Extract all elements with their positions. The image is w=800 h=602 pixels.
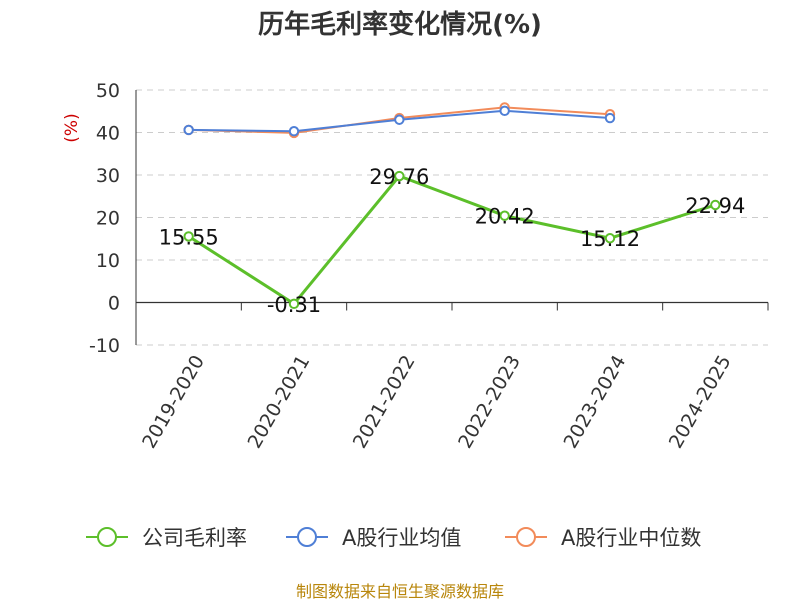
- legend-entry: A股行业均值: [342, 526, 461, 550]
- data-point: [290, 127, 298, 135]
- legend-entry: 公司毛利率: [142, 526, 247, 550]
- y-axis-label: (%): [62, 113, 82, 142]
- series-lines: [184, 103, 719, 308]
- data-label: 22.94: [685, 194, 745, 218]
- y-tick-label: 50: [96, 80, 120, 102]
- y-tick-label: 0: [108, 293, 120, 315]
- data-label: 15.12: [580, 227, 640, 251]
- legend-entry: A股行业中位数: [561, 526, 701, 550]
- data-label: -0.31: [267, 293, 321, 317]
- y-tick-label: 20: [96, 208, 120, 230]
- y-tick-label: -10: [89, 335, 120, 357]
- legend-swatch-marker: [298, 528, 316, 546]
- legend-swatch-marker: [517, 528, 535, 546]
- legend-swatch-marker: [98, 528, 116, 546]
- x-tick-label: 2022-2023: [454, 352, 525, 453]
- source-note: 制图数据来自恒生聚源数据库: [0, 578, 800, 602]
- y-tick-label: 10: [96, 250, 120, 272]
- x-tick-label: 2024-2025: [665, 352, 736, 453]
- x-tick-label: 2021-2022: [349, 352, 420, 453]
- data-point: [184, 126, 192, 134]
- legend: 公司毛利率 A股行业均值 A股行业中位数: [86, 526, 701, 550]
- data-labels: 15.55 -0.31 29.76 20.42 15.12 22.94: [159, 165, 746, 317]
- data-point: [606, 114, 614, 122]
- data-point: [395, 116, 403, 124]
- data-label: 15.55: [159, 225, 219, 249]
- x-tick-label: 2019-2020: [138, 352, 209, 453]
- data-label: 20.42: [475, 205, 535, 229]
- x-tick-label: 2023-2024: [559, 352, 630, 453]
- y-tick-label: 40: [96, 123, 120, 145]
- y-tick-label: 30: [96, 165, 120, 187]
- axes: 50 40 30 20 10 0 -10 (%) 2019-2020 2020-2021 2021-…: [62, 80, 768, 452]
- data-point: [500, 107, 508, 115]
- x-tick-label: 2020-2021: [243, 352, 314, 453]
- data-label: 29.76: [369, 165, 429, 189]
